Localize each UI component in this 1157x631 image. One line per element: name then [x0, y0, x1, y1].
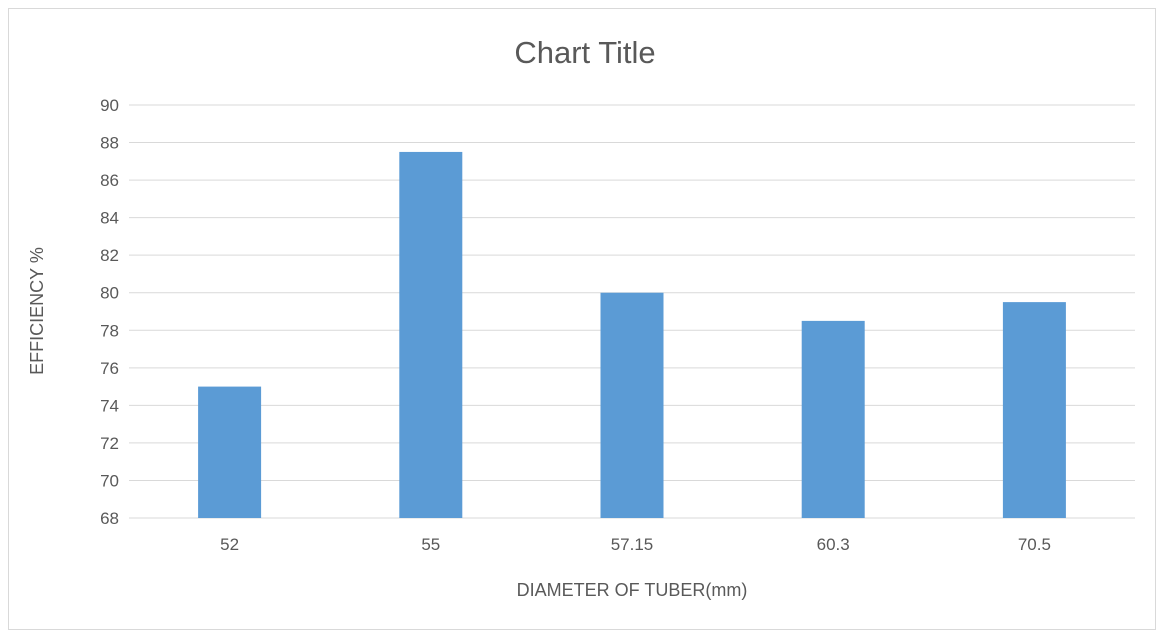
x-axis-tick-labels: 52 55 57.15 60.3 70.5 — [220, 535, 1051, 554]
bars — [198, 151, 1066, 518]
y-tick-label: 86 — [100, 171, 119, 190]
y-tick-label: 72 — [100, 434, 119, 453]
chart-frame — [8, 8, 1156, 630]
y-tick-label: 70 — [100, 471, 119, 490]
chart-title: Chart Title — [514, 35, 655, 70]
x-tick-label: 57.15 — [611, 535, 654, 554]
y-tick-label: 78 — [100, 321, 119, 340]
y-tick-label: 90 — [100, 96, 119, 115]
x-tick-label: 52 — [220, 535, 239, 554]
y-tick-label: 84 — [100, 209, 119, 228]
bar-70-5 — [1002, 302, 1066, 518]
bar-55 — [399, 151, 463, 518]
y-tick-label: 82 — [100, 246, 119, 265]
y-axis-title: EFFICIENCY % — [27, 247, 47, 375]
y-tick-label: 74 — [100, 396, 119, 415]
bar-60-3 — [801, 320, 865, 518]
y-tick-label: 76 — [100, 359, 119, 378]
y-tick-label: 88 — [100, 134, 119, 153]
x-axis-title: DIAMETER OF TUBER(mm) — [517, 580, 748, 600]
bar-57-15 — [600, 292, 664, 518]
x-tick-label: 70.5 — [1018, 535, 1051, 554]
y-tick-label: 80 — [100, 284, 119, 303]
x-tick-label: 55 — [421, 535, 440, 554]
y-axis-tick-labels: 68 70 72 74 76 78 80 82 84 86 88 90 — [100, 96, 119, 528]
x-tick-label: 60.3 — [817, 535, 850, 554]
y-tick-label: 68 — [100, 509, 119, 528]
bar-52 — [198, 386, 262, 518]
gridlines — [129, 104, 1135, 519]
